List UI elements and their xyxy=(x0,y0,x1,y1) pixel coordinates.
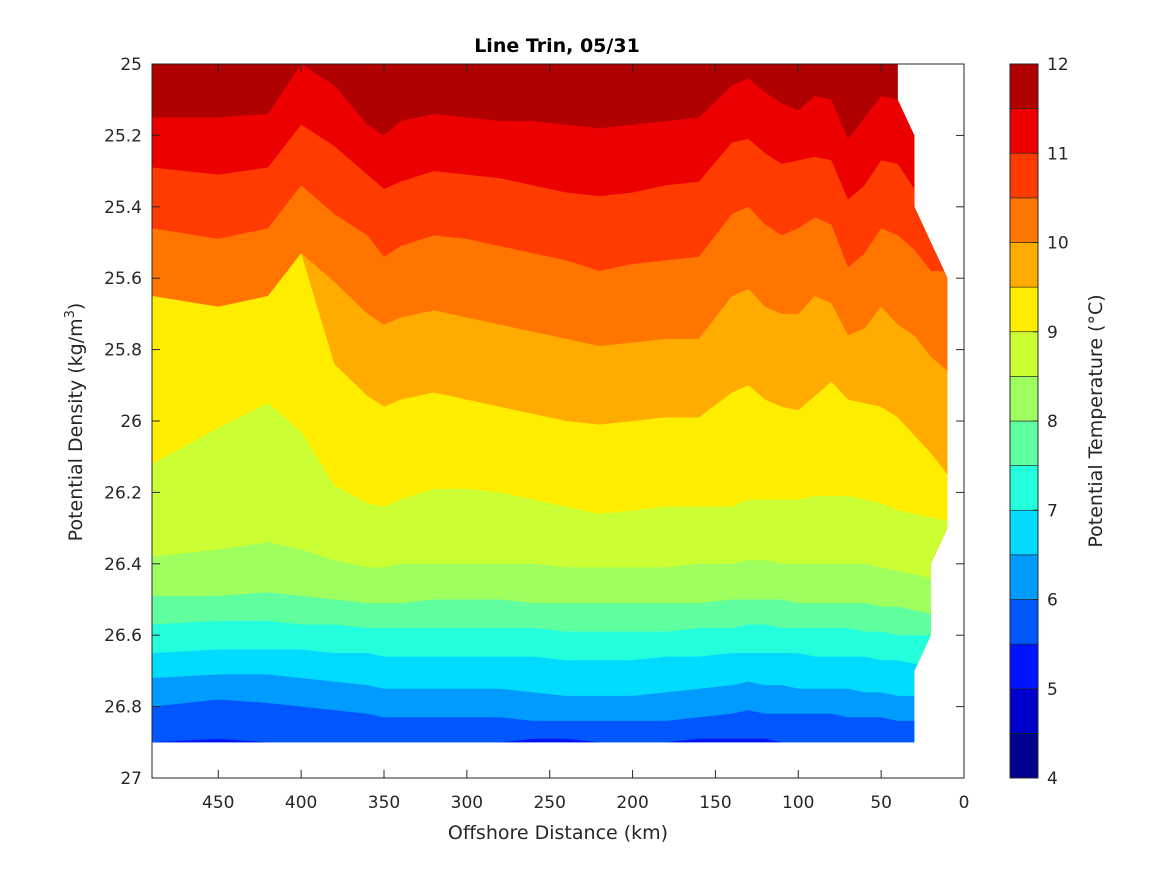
colorbar-tick-label: 5 xyxy=(1047,680,1058,700)
y-axis-title-main: Potential Density (kg/m xyxy=(65,318,87,541)
colorbar-ticks: 4 5 6 7 8 9 10 11 12 xyxy=(1033,55,1069,789)
colorbar-band xyxy=(1009,242,1039,288)
colorbar-band xyxy=(1009,331,1039,377)
y-axis-title: Potential Density (kg/m3) xyxy=(63,303,87,542)
x-tick-label: 250 xyxy=(533,793,565,813)
colorbar-band xyxy=(1009,733,1039,779)
colorbar-band xyxy=(1009,108,1039,154)
y-tick-label: 25.6 xyxy=(104,269,142,289)
y-tick-label: 25.8 xyxy=(104,341,142,361)
x-tick-label: 100 xyxy=(782,793,814,813)
colorbar-tick-label: 10 xyxy=(1047,234,1069,254)
x-tick-label: 0 xyxy=(959,793,970,813)
colorbar-tick-label: 12 xyxy=(1047,55,1069,75)
colorbar-band xyxy=(1009,376,1039,422)
colorbar-band xyxy=(1009,197,1039,243)
colorbar-tick-label: 8 xyxy=(1047,412,1058,432)
x-tick-label: 350 xyxy=(368,793,400,813)
y-axis-title-sup: 3 xyxy=(63,310,78,318)
colorbar-band xyxy=(1009,420,1039,466)
colorbar-band xyxy=(1009,509,1039,556)
x-tick-label: 150 xyxy=(699,793,731,813)
x-tick-label: 50 xyxy=(870,793,892,813)
y-tick-label: 26.4 xyxy=(104,555,142,575)
x-axis-title: Offshore Distance (km) xyxy=(448,822,668,844)
colorbar-tick-label: 4 xyxy=(1047,769,1058,789)
y-tick-label: 26.6 xyxy=(104,626,142,646)
y-tick-label: 25.2 xyxy=(104,126,142,146)
y-tick-label: 26.2 xyxy=(104,483,142,503)
y-tick-label: 27 xyxy=(120,769,142,789)
colorbar-tick-label: 9 xyxy=(1047,323,1058,343)
colorbar-band xyxy=(1009,643,1039,690)
y-tick-label: 25.4 xyxy=(104,198,142,218)
y-tick-label: 26 xyxy=(120,412,142,432)
y-tick-label: 26.8 xyxy=(104,698,142,718)
plot-area: 450 400 350 300 250 200 150 100 50 0 2525.225.425… xyxy=(104,55,969,813)
colorbar-band xyxy=(1009,599,1039,645)
colorbar-band xyxy=(1009,554,1039,600)
colorbar-tick-label: 6 xyxy=(1047,591,1058,611)
y-axis-title-close: ) xyxy=(65,303,87,310)
colorbar-band xyxy=(1009,286,1039,333)
chart-title: Line Trin, 05/31 xyxy=(474,35,640,57)
contour-band-6 xyxy=(152,699,948,743)
colorbar-label: Potential Temperature (°C) xyxy=(1085,294,1107,547)
x-tick-label: 300 xyxy=(451,793,483,813)
colorbar-band xyxy=(1009,465,1039,511)
colorbar: 4 5 6 7 8 9 10 11 12 Potential Temperature (°C) xyxy=(1009,55,1107,789)
colorbar-band xyxy=(1009,152,1039,199)
y-ticks: 25 25.2 25.4 25.6 25.8 26 26.2 26.4 26.6 26.8 27 xyxy=(104,55,964,789)
colorbar-tick-label: 7 xyxy=(1047,501,1058,521)
x-tick-label: 200 xyxy=(616,793,648,813)
y-tick-label: 25 xyxy=(120,55,142,75)
colorbar-band xyxy=(1009,688,1039,734)
x-tick-label: 400 xyxy=(285,793,317,813)
x-tick-label: 450 xyxy=(202,793,234,813)
colorbar-bands xyxy=(1009,63,1039,779)
colorbar-band xyxy=(1009,63,1039,109)
x-ticks: 450 400 350 300 250 200 150 100 50 0 xyxy=(202,64,969,813)
contour-fills xyxy=(152,64,948,743)
colorbar-tick-label: 11 xyxy=(1047,144,1069,164)
